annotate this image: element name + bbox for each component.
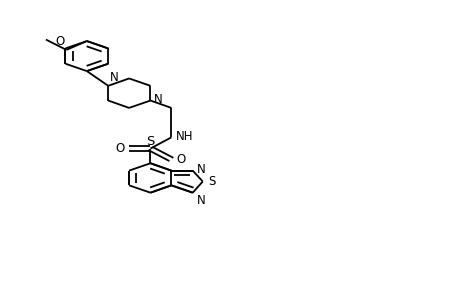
Text: S: S	[208, 175, 216, 188]
Text: O: O	[175, 153, 185, 166]
Text: S: S	[146, 135, 154, 148]
Text: N: N	[154, 93, 162, 106]
Text: N: N	[109, 71, 118, 84]
Text: NH: NH	[175, 130, 193, 143]
Text: O: O	[115, 142, 124, 155]
Text: N: N	[197, 194, 206, 207]
Text: N: N	[197, 163, 206, 176]
Text: O: O	[55, 35, 64, 48]
